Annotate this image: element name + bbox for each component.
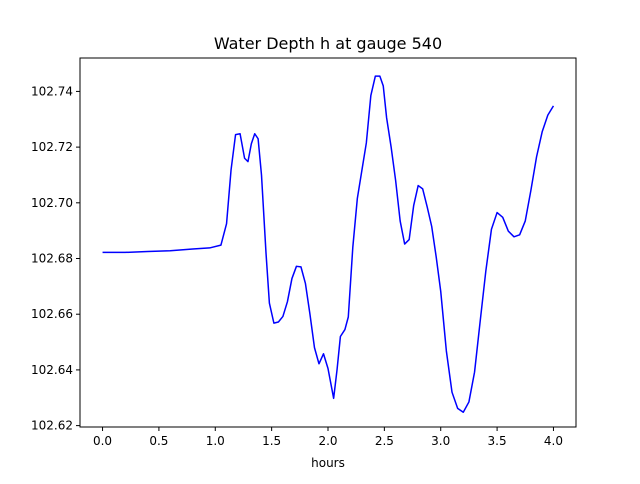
y-tick-label: 102.72 — [31, 140, 73, 154]
x-tick-label: 4.0 — [544, 434, 563, 448]
x-tick-label: 0.0 — [93, 434, 112, 448]
y-tick-label: 102.66 — [31, 307, 73, 321]
x-tick-label: 1.0 — [206, 434, 225, 448]
y-tick-label: 102.62 — [31, 419, 73, 433]
x-tick-label: 2.5 — [375, 434, 394, 448]
x-tick-label: 3.0 — [431, 434, 450, 448]
x-tick-label: 2.0 — [318, 434, 337, 448]
x-tick-label: 3.5 — [488, 434, 507, 448]
y-tick-label: 102.68 — [31, 252, 73, 266]
x-axis-label: hours — [311, 456, 345, 470]
y-tick-label: 102.70 — [31, 196, 73, 210]
y-tick-label: 102.74 — [31, 84, 73, 98]
x-tick-label: 1.5 — [262, 434, 281, 448]
series-line — [102, 75, 555, 413]
chart-title: Water Depth h at gauge 540 — [214, 34, 442, 53]
plot-area: 0.0 0.5 1.0 1.5 2.0 2.5 3.0 3.5 4.0 102.62 102.64 1… — [31, 57, 577, 448]
y-tick-label: 102.64 — [31, 363, 73, 377]
x-tick-label: 0.5 — [149, 434, 168, 448]
